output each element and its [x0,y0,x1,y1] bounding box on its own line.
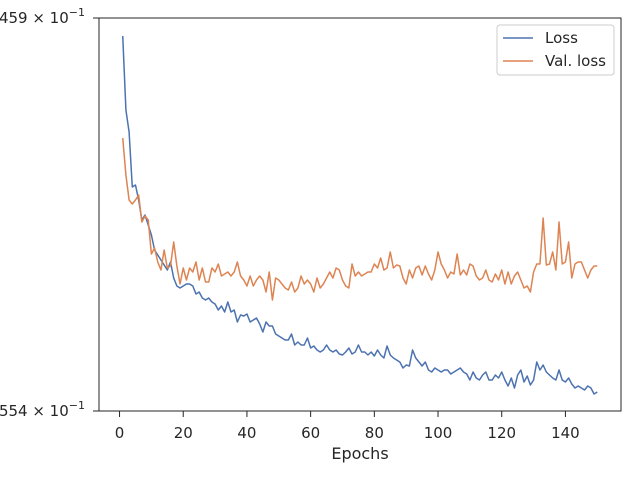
y-tick-label: 6554 × 10−1 [0,399,85,420]
series-layer [121,35,598,395]
y-axis-ticks: 6459 × 10−1 6554 × 10−1 [0,6,99,420]
x-tick-label: 40 [237,424,256,442]
x-axis-label: Epochs [331,444,388,463]
legend: Loss Val. loss [496,24,615,76]
x-tick-label: 100 [424,424,453,442]
x-tick-label: 140 [551,424,580,442]
plot-frame [98,17,622,412]
x-tick-label: 80 [365,424,384,442]
x-axis-ticks: 0 20 40 60 80 100 120 140 [115,411,580,442]
x-tick-label: 0 [115,424,125,442]
x-tick-label: 60 [301,424,320,442]
legend-label-loss: Loss [545,29,578,47]
x-tick-label: 120 [487,424,516,442]
series-line-val-loss [121,137,598,301]
y-tick-label: 6459 × 10−1 [0,6,85,27]
legend-label-val-loss: Val. loss [545,52,606,70]
x-tick-label: 20 [174,424,193,442]
series-line-loss [121,35,598,395]
